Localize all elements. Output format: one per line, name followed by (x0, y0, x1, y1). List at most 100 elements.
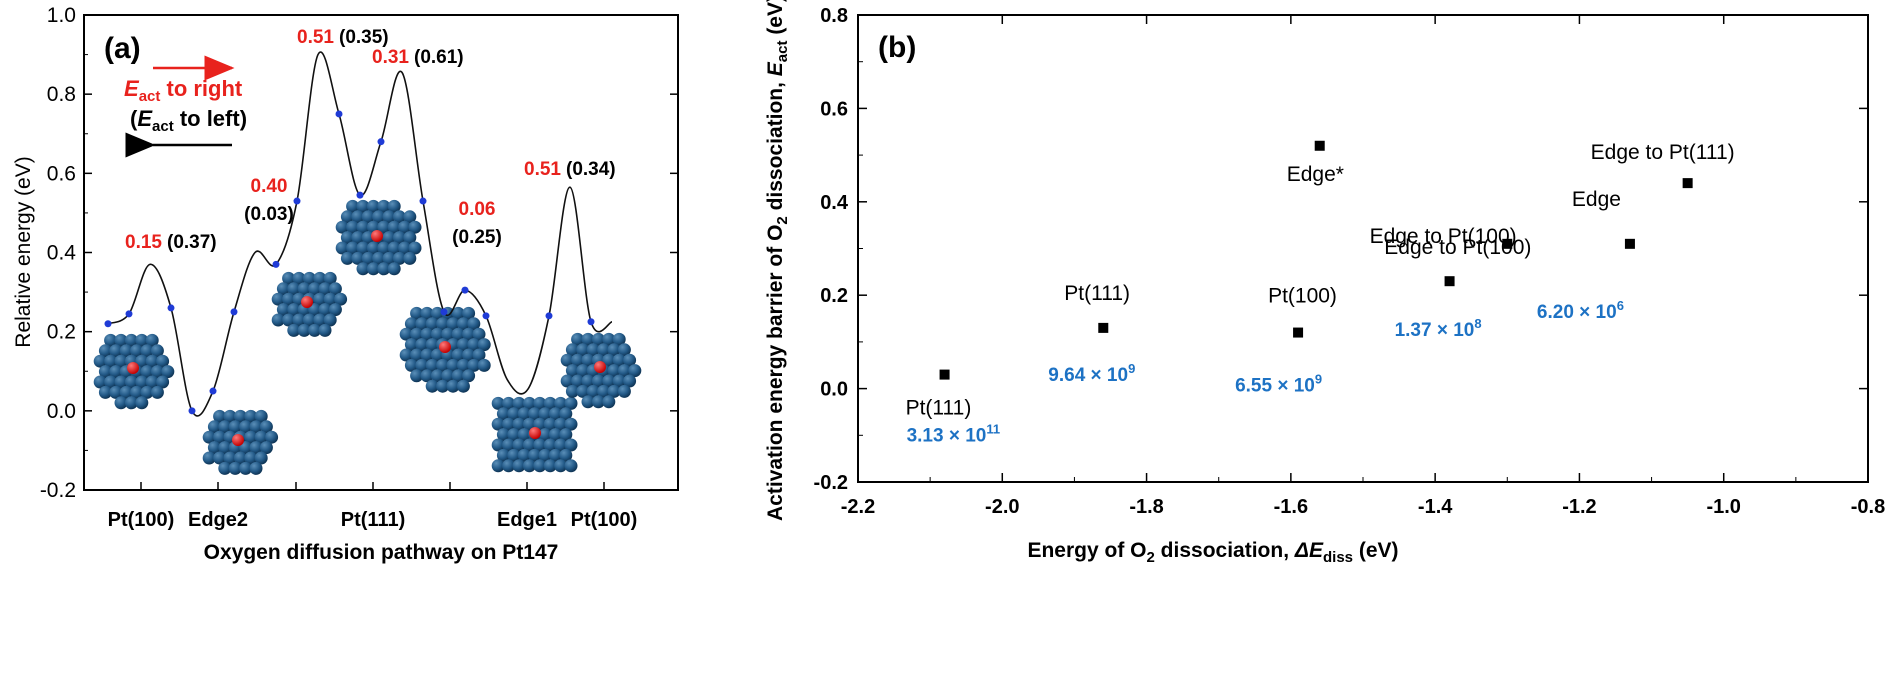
curve-marker (167, 304, 175, 312)
pt-atom (436, 358, 450, 372)
pt-atom (538, 428, 552, 442)
pt-atom (387, 199, 401, 213)
panel-a-energy-profile: -0.2 0.0 0.2 0.4 0.6 0.8 1.0 Pt(100) Edge2 Pt(11… (12, 4, 679, 564)
pt-atom (140, 365, 154, 379)
pt-atom (533, 438, 547, 452)
pt-atom (462, 306, 476, 320)
point-label: Edge to Pt(111) (1591, 141, 1735, 164)
pt-cluster-icon (202, 409, 279, 475)
point-label: Edge* (1287, 163, 1344, 186)
pt-atom (451, 369, 465, 383)
pt-atom (297, 282, 311, 296)
panel-b-x-axis: -2.2 -2.0 -1.8 -1.6 -1.4 -1.2 -1.0 -0.8 (841, 15, 1885, 518)
pt-atom (456, 317, 470, 331)
rate-exponent: 8 (1474, 316, 1481, 331)
panel-a-label: (a) (104, 32, 141, 65)
legend-right-sub: act (139, 88, 161, 105)
pt-atom (559, 407, 573, 421)
panel-b-x-tick-label: -1.6 (1274, 496, 1308, 518)
pt-atom (271, 292, 285, 306)
pt-atom (346, 241, 360, 255)
curve-marker (125, 310, 133, 318)
pt-atom (591, 332, 605, 346)
pt-atom (420, 306, 434, 320)
energy-curve (107, 51, 613, 417)
point-label: Pt(111) (1064, 282, 1130, 305)
pt-atom (591, 395, 605, 409)
rate-constant: 9.64 × 109 (1048, 361, 1135, 386)
pt-atom (467, 358, 481, 372)
pt-atom (135, 375, 149, 389)
pt-atom (366, 262, 380, 276)
pt-atom (377, 220, 391, 234)
pt-atom (559, 428, 573, 442)
pt-atom (323, 313, 337, 327)
rate-exponent: 9 (1128, 361, 1135, 376)
pt-atom (356, 241, 370, 255)
pt-atom (356, 262, 370, 276)
pt-atom (538, 407, 552, 421)
pt-atom (366, 199, 380, 213)
pt-atom (602, 332, 616, 346)
pt-atom (135, 396, 149, 410)
pt-atom (282, 313, 296, 327)
pt-atom (410, 306, 424, 320)
pt-atom (109, 385, 123, 399)
pt-atom (150, 344, 164, 358)
pt-atom (533, 396, 547, 410)
pt-atom (109, 365, 123, 379)
panel-b-x-label-sub: 2 (1147, 549, 1155, 566)
panel-b-y-label: Activation energy barrier of O2 dissocia… (764, 0, 791, 521)
pt-atom (392, 210, 406, 224)
pt-atom (202, 430, 216, 444)
pt-atom (554, 417, 568, 431)
pt-atom (617, 364, 631, 378)
legend-right-text: Eact to right (124, 76, 243, 105)
pt-atom (398, 241, 412, 255)
pt-atom (410, 348, 424, 362)
pt-atom (408, 241, 422, 255)
panel-b-x-label-delta-sub: diss (1323, 549, 1353, 566)
pt-atom (135, 333, 149, 347)
pt-atom (586, 384, 600, 398)
panel-b-x-label-delta: ΔE (1294, 539, 1324, 562)
pt-atom (597, 343, 611, 357)
pt-atom (522, 417, 536, 431)
pt-cluster-icon (560, 332, 642, 409)
barrier-right-value: 0.51 (297, 27, 334, 48)
pt-atom (104, 375, 118, 389)
curve-marker (272, 260, 280, 268)
pt-atom (323, 271, 337, 285)
oxygen-atom (371, 230, 383, 242)
pt-atom (410, 327, 424, 341)
pt-atom (114, 354, 128, 368)
pt-atom (408, 220, 422, 234)
pt-atom (239, 461, 253, 475)
pt-atom (623, 374, 637, 388)
pt-atom (313, 313, 327, 327)
pt-atom (276, 303, 290, 317)
barrier-left-value: (0.61) (414, 47, 464, 68)
pt-atom (528, 448, 542, 462)
pt-atom (462, 327, 476, 341)
panel-a-y-tick-label: 0.0 (47, 400, 76, 423)
pt-atom (265, 430, 279, 444)
pt-atom (377, 262, 391, 276)
pt-atom (502, 459, 516, 473)
pt-atom (93, 375, 107, 389)
curve-marker (335, 110, 343, 118)
pt-atom (302, 313, 316, 327)
panel-b-y-label-mid: dissociation, (764, 76, 787, 216)
pt-atom (565, 364, 579, 378)
barrier-left-value: (0.34) (566, 159, 616, 180)
pt-atom (259, 420, 273, 434)
pt-atom (399, 348, 413, 362)
point-label: Pt(111) (906, 397, 972, 420)
pt-atom (591, 374, 605, 388)
pt-atom (565, 384, 579, 398)
pt-atom (602, 395, 616, 409)
pt-atom (576, 343, 590, 357)
pt-atom (308, 323, 322, 337)
pt-atom (602, 353, 616, 367)
pt-atom (571, 332, 585, 346)
